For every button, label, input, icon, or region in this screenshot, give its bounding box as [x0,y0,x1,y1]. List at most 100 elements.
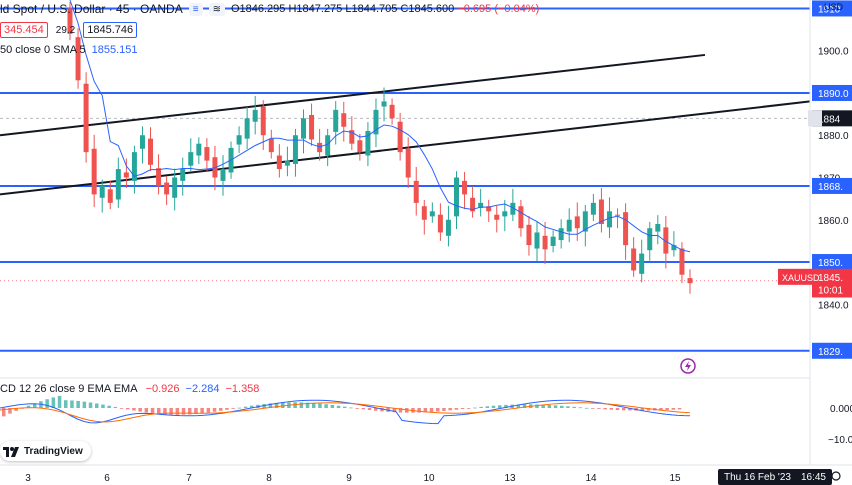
time-tick-label: 8 [266,473,272,484]
price-tick-label: 1884 [818,114,841,125]
sell-button[interactable]: 345.454 [0,22,48,38]
wave-icon[interactable]: ≋ [208,2,225,16]
macd-histogram-bar [349,407,353,409]
macd-histogram-bar [188,408,192,415]
macd-histogram-bar [429,408,434,412]
level-price-tag [812,84,852,101]
candle-body [413,180,419,203]
tradingview-logo[interactable]: TradingView [0,441,91,461]
candle-body [679,248,685,275]
candle-body [357,140,363,153]
macd-histogram-bar [126,408,130,410]
macd-histogram-bar [119,408,124,409]
price-tick-label: 1868. [818,182,843,193]
macd-histogram-bar [138,408,142,412]
last-price-tag [812,268,852,285]
macd-histogram-bar [212,408,217,412]
candle-body [687,278,693,284]
macd-histogram-bar [101,404,105,408]
candle-body [639,253,645,274]
macd-histogram-bar [504,404,508,408]
macd-histogram-bar [646,408,651,411]
macd-histogram-bar [250,405,254,408]
macd-histogram-bar [181,408,186,415]
macd-histogram-bar [485,406,490,408]
macd-histogram-bar [281,402,285,408]
macd-histogram-bar [392,408,397,413]
macd-histogram-bar [553,405,558,408]
macd-histogram-bar [219,408,223,411]
macd-histogram-bar [591,408,595,409]
candle-body [445,219,451,236]
candle-body [502,211,508,217]
macd-histogram-bar [671,408,676,410]
candle-body [606,211,612,228]
macd-histogram-bar [95,403,99,408]
trend-channel-lower[interactable] [0,100,811,196]
sma-value: 1855.151 [91,44,138,56]
sma-legend[interactable]: 50 close 0 SMA 5 1855.151 [0,44,138,56]
macd-histogram-bar [324,404,328,408]
price-axis[interactable] [810,0,852,465]
candle-body [236,135,242,145]
macd-histogram-bar [88,402,93,408]
macd-histogram-bar [113,406,118,408]
macd-histogram-bar [343,406,347,408]
macd-histogram-bar [14,408,18,411]
price-tick-label: 1840.0 [818,300,849,311]
macd-histogram-bar [677,408,682,410]
candle-body [284,160,290,166]
candle-body [590,202,596,215]
time-tick-label: 9 [346,473,352,484]
macd-histogram-bar [299,402,304,408]
macd-histogram-bar [237,407,242,409]
macd-histogram-bar [578,407,583,409]
lightning-icon[interactable] [680,358,696,374]
list-icon[interactable]: ≡ [188,2,203,16]
macd-histogram-bar [448,408,452,411]
macd-histogram-bar [355,408,359,409]
macd-legend[interactable]: CD 12 26 close 9 EMA EMA −0.926 −2.284 −… [0,383,259,395]
high-value: H1847.275 [288,3,343,15]
candle-body [462,180,468,195]
macd-histogram-bar [498,405,502,408]
macd-histogram-bar [76,400,80,408]
candle-body [333,109,339,132]
macd-histogram-bar [150,408,155,414]
candle-body [574,216,580,229]
price-tick-label: 1845. [818,273,843,284]
macd-histogram-bar [603,408,607,410]
macd-histogram-bar [225,408,229,410]
macd-histogram-bar [132,408,136,411]
macd-histogram-bar [305,402,310,408]
candle-body [405,148,411,178]
symbol-tag-label: XAUUSD [782,273,820,283]
candle-body [598,199,604,224]
trend-channel-upper[interactable] [0,53,706,137]
macd-histogram-bar [473,407,477,409]
macd-histogram-bar [45,399,49,408]
candle-body [526,224,532,246]
macd-label: CD 12 26 close 9 EMA EMA [0,383,138,395]
symbol-title[interactable]: ld Spot / U.S. Dollar · 45 · OANDA [0,2,183,16]
macd-histogram-bar [584,407,589,409]
buy-button[interactable]: 1845.746 [83,22,138,38]
gear-icon[interactable] [831,471,841,481]
candle-body [325,135,331,156]
candle-body [381,101,387,107]
candle-body [309,114,315,140]
candle-body [139,135,145,149]
macd-histogram-bar [454,408,459,410]
price-tick-label: 1829. [818,347,843,358]
macd-histogram-bar [566,406,570,408]
macd-histogram-bar [479,406,483,408]
time-cursor-label: Thu 16 Feb '23 16:45 [718,469,832,485]
price-tick-label: 1850. [818,258,843,269]
candle-body [421,206,427,220]
macd-histogram-bar [64,400,68,408]
macd-histogram-bar [175,408,180,415]
macd-histogram-bar [436,408,440,412]
candle-body [317,142,323,153]
